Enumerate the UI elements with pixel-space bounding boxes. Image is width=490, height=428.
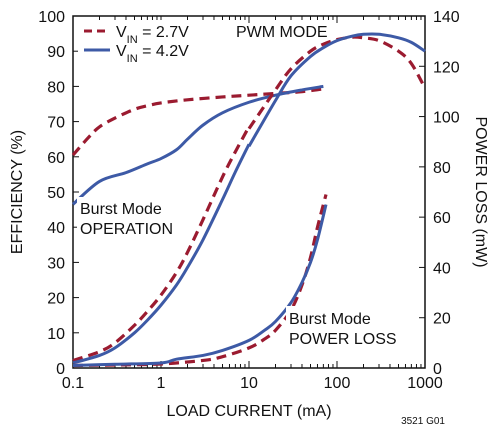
axis-ticks [72,15,426,369]
data-series [71,32,427,368]
y-tick-label-left: 50 [47,185,65,202]
x-tick-label: 1000 [407,375,443,392]
y-tick-label-left: 0 [56,361,65,378]
y-tick-label-right: 80 [433,160,451,177]
y-tick-label-left: 60 [47,150,65,167]
y-axis-left-label: EFFICIENCY (%) [9,130,26,254]
series-line-eff-4-2 [72,84,324,206]
figure-id: 3521 G01 [401,416,445,427]
annotation-burst-op-background [77,197,175,239]
y-tick-label-right: 20 [433,311,451,328]
y-tick-label-right: 60 [433,210,451,227]
series-line-loss-pwm-4-2 [72,143,251,365]
x-tick-label: 0.1 [62,375,84,392]
y-tick-label-left: 100 [38,9,65,26]
annotation-burst-loss-line2: POWER LOSS [289,331,397,348]
y-tick-label-left: 30 [47,255,65,272]
y-tick-label-left: 80 [47,79,65,96]
y-axis-right-label: POWER LOSS (mW) [472,116,489,267]
y-tick-label-right: 140 [433,9,460,26]
y-tick-label-left: 10 [47,326,65,343]
y-tick-label-right: 120 [433,59,460,76]
series-line-loss-pwm-2-7 [72,125,251,362]
y-tick-label-right: 40 [433,260,451,277]
annotation-burst-loss-background [286,306,398,348]
y-tick-label-left: 90 [47,44,65,61]
legend-label-vin-2-7: VIN = 2.7V [116,24,189,46]
legend: VIN = 2.7V VIN = 4.2V [78,20,208,65]
x-tick-label: 10 [240,375,258,392]
legend-label-vin-4-2: VIN = 4.2V [116,43,189,65]
y-tick-label-left: 70 [47,115,65,132]
annotation-pwm-mode: PWM MODE [236,24,328,41]
x-axis-label: LOAD CURRENT (mA) [166,403,331,420]
axis-tick-labels: 0.1 1 10 100 1000010203040506070809010002040… [38,9,460,392]
y-tick-label-left: 20 [47,291,65,308]
series-line-eff-2-7 [71,87,324,157]
annotation-burst-op-line1: Burst Mode [80,201,162,218]
annotation-burst-op-line2: OPERATION [80,221,173,238]
legend-background [78,20,208,62]
series-line-loss-burst-4-2 [72,204,328,367]
series-line-eff-pwm-4-2 [247,32,426,147]
annotation-burst-loss-line1: Burst Mode [289,311,371,328]
series-line-eff-pwm-2-7 [247,35,427,130]
y-tick-label-left: 40 [47,220,65,237]
y-tick-label-right: 100 [433,110,460,127]
y-tick-label-right: 0 [433,361,442,378]
x-tick-label: 1 [157,375,166,392]
x-tick-label: 100 [324,375,351,392]
